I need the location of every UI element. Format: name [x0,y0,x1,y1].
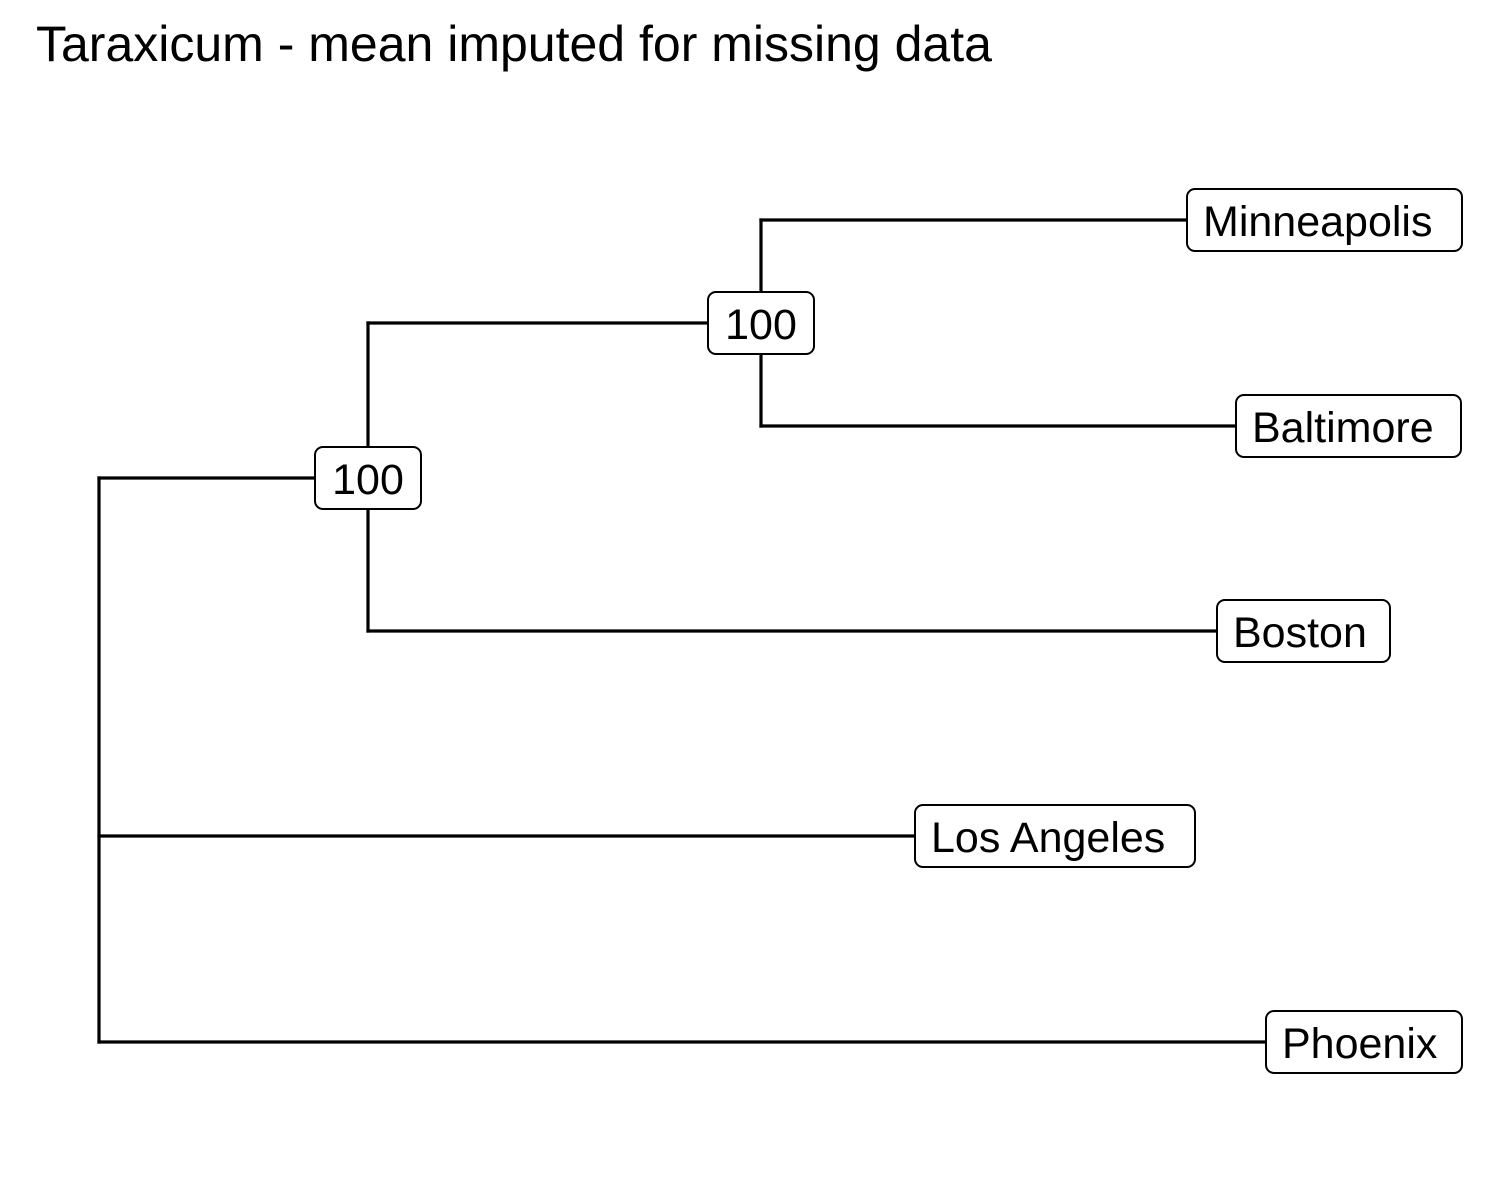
diagram-title: Taraxicum - mean imputed for missing dat… [36,16,992,72]
support-value-text: 100 [725,301,797,349]
tip-label-text: Minneapolis [1203,198,1432,246]
support-label-clade-b: 100 [707,291,815,355]
support-label-clade-a: 100 [314,446,422,510]
support-value-text: 100 [332,456,404,504]
tip-label-los-angeles: Los Angeles [914,804,1196,868]
tip-label-text: Los Angeles [931,814,1165,862]
tip-label-minneapolis: Minneapolis [1186,188,1463,252]
tip-label-text: Phoenix [1282,1020,1438,1068]
tip-label-text: Baltimore [1252,404,1434,452]
tip-label-boston: Boston [1216,599,1391,663]
tip-label-text: Boston [1233,609,1367,657]
tip-label-baltimore: Baltimore [1235,394,1462,458]
tip-label-phoenix: Phoenix [1265,1010,1463,1074]
